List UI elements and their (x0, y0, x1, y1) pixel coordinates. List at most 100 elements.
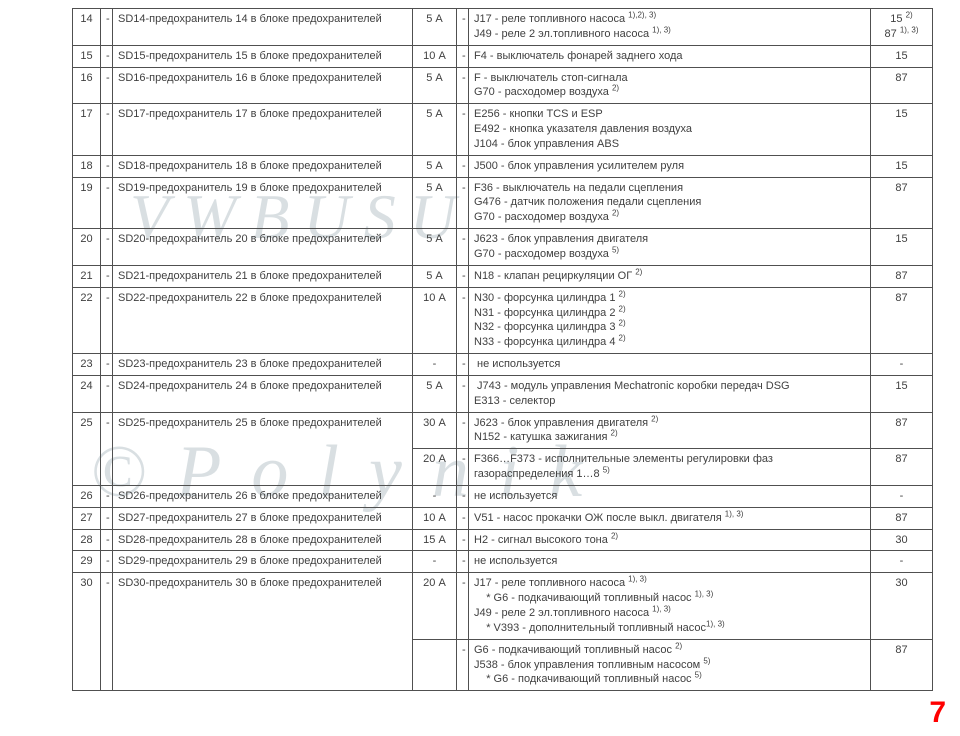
cell-comp: N18 - клапан рециркуляции ОГ 2) (469, 265, 871, 287)
cell-dash: - (457, 9, 469, 46)
cell-desc: SD23-предохранитель 23 в блоке предохран… (113, 354, 413, 376)
cell-comp: F4 - выключатель фонарей заднего хода (469, 45, 871, 67)
cell-amp: 10 А (413, 45, 457, 67)
cell-clamp: 87 (871, 639, 933, 691)
cell-desc: SD29-предохранитель 29 в блоке предохран… (113, 551, 413, 573)
table-row: 17-SD17-предохранитель 17 в блоке предох… (73, 104, 933, 156)
cell-dash: - (101, 155, 113, 177)
cell-clamp: 15 (871, 45, 933, 67)
cell-comp: J623 - блок управления двигателяG70 - ра… (469, 229, 871, 266)
cell-amp: - (413, 485, 457, 507)
table-row: 18-SD18-предохранитель 18 в блоке предох… (73, 155, 933, 177)
cell-desc: SD22-предохранитель 22 в блоке предохран… (113, 287, 413, 353)
cell-num: 19 (73, 177, 101, 229)
cell-comp: не используется (469, 485, 871, 507)
cell-clamp: 15 (871, 104, 933, 156)
cell-clamp: 30 (871, 529, 933, 551)
cell-dash: - (457, 485, 469, 507)
cell-comp: E256 - кнопки TCS и ESPE492 - кнопка ука… (469, 104, 871, 156)
cell-dash: - (457, 155, 469, 177)
cell-clamp: 87 (871, 265, 933, 287)
cell-clamp: 30 (871, 573, 933, 639)
cell-desc: SD18-предохранитель 18 в блоке предохран… (113, 155, 413, 177)
cell-amp: 5 А (413, 229, 457, 266)
cell-comp: J500 - блок управления усилителем руля (469, 155, 871, 177)
cell-num: 24 (73, 375, 101, 412)
cell-num: 30 (73, 573, 101, 691)
cell-amp: 10 А (413, 507, 457, 529)
cell-dash: - (457, 507, 469, 529)
cell-desc: SD30-предохранитель 30 в блоке предохран… (113, 573, 413, 691)
cell-dash: - (457, 375, 469, 412)
cell-comp: J743 - модуль управления Mechatronic кор… (469, 375, 871, 412)
cell-num: 20 (73, 229, 101, 266)
cell-desc: SD26-предохранитель 26 в блоке предохран… (113, 485, 413, 507)
cell-num: 16 (73, 67, 101, 104)
cell-num: 14 (73, 9, 101, 46)
table-row: 22-SD22-предохранитель 22 в блоке предох… (73, 287, 933, 353)
cell-dash: - (101, 9, 113, 46)
cell-amp: 5 А (413, 9, 457, 46)
cell-amp: 5 А (413, 265, 457, 287)
table-row: 20 - SD20-предохранитель 20 в блоке предох… (73, 229, 933, 266)
cell-comp: J17 - реле топливного насоса 1), 3) * G6… (469, 573, 871, 639)
cell-amp (413, 639, 457, 691)
cell-amp: 10 А (413, 287, 457, 353)
cell-num: 28 (73, 529, 101, 551)
cell-clamp: 87 (871, 507, 933, 529)
cell-dash: - (457, 265, 469, 287)
cell-amp: - (413, 354, 457, 376)
cell-desc: SD19-предохранитель 19 в блоке предохран… (113, 177, 413, 229)
cell-comp: не используется (469, 354, 871, 376)
table-row: 24-SD24-предохранитель 24 в блоке предох… (73, 375, 933, 412)
table-row: 25-SD25-предохранитель 25 в блоке предох… (73, 412, 933, 449)
cell-dash: - (101, 529, 113, 551)
cell-dash: - (457, 67, 469, 104)
table-row: 27-SD27-предохранитель 27 в блоке предох… (73, 507, 933, 529)
cell-clamp: 87 (871, 412, 933, 449)
cell-clamp: 15 (871, 155, 933, 177)
cell-dash: - (457, 573, 469, 639)
cell-dash: - (457, 104, 469, 156)
cell-dash: - (101, 507, 113, 529)
table-row: 23-SD23-предохранитель 23 в блоке предох… (73, 354, 933, 376)
cell-desc: SD17-предохранитель 17 в блоке предохран… (113, 104, 413, 156)
cell-desc: SD16-предохранитель 16 в блоке предохран… (113, 67, 413, 104)
cell-clamp: 87 (871, 287, 933, 353)
cell-num: 23 (73, 354, 101, 376)
cell-comp: V51 - насос прокачки ОЖ после выкл. двиг… (469, 507, 871, 529)
cell-comp: F36 - выключатель на педали сцепленияG47… (469, 177, 871, 229)
cell-dash: - (101, 375, 113, 412)
table-row: 30-SD30-предохранитель 30 в блоке предох… (73, 573, 933, 639)
table-row: 19-SD19-предохранитель 19 в блоке предох… (73, 177, 933, 229)
cell-dash: - (457, 354, 469, 376)
cell-desc: SD25-предохранитель 25 в блоке предохран… (113, 412, 413, 485)
cell-amp: 20 А (413, 573, 457, 639)
cell-dash: - (101, 265, 113, 287)
table-row: 28-SD28-предохранитель 28 в блоке предох… (73, 529, 933, 551)
cell-dash: - (457, 287, 469, 353)
cell-desc: SD24-предохранитель 24 в блоке предохран… (113, 375, 413, 412)
cell-amp: 5 А (413, 155, 457, 177)
cell-dash: - (101, 412, 113, 485)
cell-amp: 30 А (413, 412, 457, 449)
cell-clamp: 87 (871, 67, 933, 104)
cell-desc: SD21-предохранитель 21 в блоке предохран… (113, 265, 413, 287)
cell-clamp: 87 (871, 177, 933, 229)
fuse-table: 14-SD14-предохранитель 14 в блоке предох… (72, 8, 933, 691)
cell-desc: SD28-предохранитель 28 в блоке предохран… (113, 529, 413, 551)
cell-dash: - (457, 229, 469, 266)
cell-num: 25 (73, 412, 101, 485)
cell-desc: SD20-предохранитель 20 в блоке предохран… (113, 229, 413, 266)
cell-dash: - (101, 573, 113, 691)
cell-comp: H2 - сигнал высокого тона 2) (469, 529, 871, 551)
cell-num: 27 (73, 507, 101, 529)
cell-clamp: - (871, 551, 933, 573)
cell-desc: SD14-предохранитель 14 в блоке предохран… (113, 9, 413, 46)
cell-dash: - (101, 45, 113, 67)
cell-desc: SD27-предохранитель 27 в блоке предохран… (113, 507, 413, 529)
cell-clamp: - (871, 354, 933, 376)
cell-amp: - (413, 551, 457, 573)
cell-dash: - (457, 551, 469, 573)
cell-dash: - (101, 67, 113, 104)
